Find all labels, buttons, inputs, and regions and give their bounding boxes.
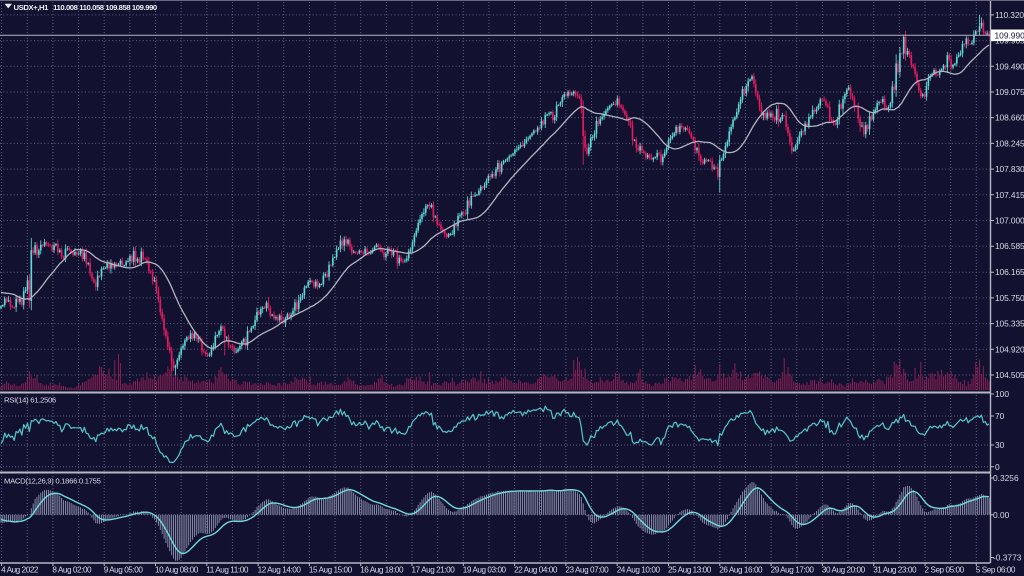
svg-text:104.920: 104.920 [995,344,1024,354]
svg-text:8 Aug 02:00: 8 Aug 02:00 [52,566,92,575]
svg-text:5 Sep 06:00: 5 Sep 06:00 [976,566,1016,575]
svg-text:105.750: 105.750 [995,293,1024,303]
svg-text:70: 70 [995,411,1005,421]
svg-text:107.830: 107.830 [995,164,1024,174]
svg-text:RSI(14) 61.2506: RSI(14) 61.2506 [4,396,56,405]
svg-text:107.000: 107.000 [995,215,1024,225]
svg-text:100: 100 [995,389,1009,399]
svg-text:25 Aug 13:00: 25 Aug 13:00 [668,566,712,575]
svg-text:12 Aug 14:00: 12 Aug 14:00 [258,566,302,575]
svg-text:USDX+,H1 110.008 110.058 109.: USDX+,H1 110.008 110.058 109.858 109.990 [14,3,157,12]
svg-text:31 Aug 23:00: 31 Aug 23:00 [873,566,917,575]
svg-text:19 Aug 03:00: 19 Aug 03:00 [463,566,507,575]
svg-text:22 Aug 04:00: 22 Aug 04:00 [514,566,558,575]
svg-text:4 Aug 2022: 4 Aug 2022 [1,566,39,575]
svg-text:16 Aug 18:00: 16 Aug 18:00 [360,566,404,575]
svg-text:105.335: 105.335 [995,319,1024,329]
svg-text:107.415: 107.415 [995,190,1024,200]
svg-text:24 Aug 10:00: 24 Aug 10:00 [617,566,661,575]
svg-text:108.660: 108.660 [995,113,1024,123]
svg-text:15 Aug 15:00: 15 Aug 15:00 [309,566,353,575]
svg-text:0.3256: 0.3256 [993,473,1019,483]
svg-text:26 Aug 16:00: 26 Aug 16:00 [719,566,763,575]
svg-text:109.075: 109.075 [995,87,1024,97]
svg-text:29 Aug 17:00: 29 Aug 17:00 [771,566,815,575]
svg-text:2 Sep 05:00: 2 Sep 05:00 [925,566,965,575]
svg-text:9 Aug 05:00: 9 Aug 05:00 [104,566,144,575]
svg-text:104.505: 104.505 [995,370,1024,380]
svg-text:0: 0 [995,462,1000,472]
svg-text:106.165: 106.165 [995,267,1024,277]
svg-text:0.00: 0.00 [993,510,1010,520]
svg-text:109.490: 109.490 [995,61,1024,71]
svg-text:-0.3773: -0.3773 [993,553,1022,563]
svg-text:17 Aug 21:00: 17 Aug 21:00 [412,566,456,575]
svg-text:MACD(12,26,9) 0.1866 0.1755: MACD(12,26,9) 0.1866 0.1755 [4,477,101,486]
svg-text:109.990: 109.990 [995,31,1024,41]
svg-text:106.585: 106.585 [995,241,1024,251]
svg-text:11 Aug 11:00: 11 Aug 11:00 [206,566,249,575]
svg-text:30 Aug 20:00: 30 Aug 20:00 [822,566,866,575]
svg-text:108.245: 108.245 [995,138,1024,148]
svg-text:110.320: 110.320 [995,10,1024,20]
svg-text:10 Aug 08:00: 10 Aug 08:00 [155,566,199,575]
svg-text:23 Aug 07:00: 23 Aug 07:00 [565,566,609,575]
svg-text:30: 30 [995,440,1005,450]
